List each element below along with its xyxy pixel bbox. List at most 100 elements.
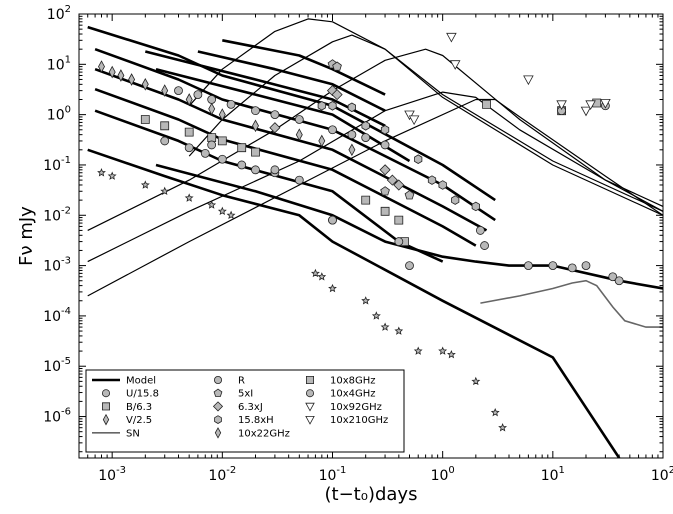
legend-item-14-label: 10x210GHz [330,415,388,426]
legend-item-11-label: 10x8GHz [330,376,376,387]
data-point-s9-2 [270,165,280,175]
y-tick-label-8-exp: 1 [65,54,71,65]
legend: Model U/15.8 B/6.3 V/2.5 SN R 5xI 6.3xJ 15.8xH 10… [85,369,405,453]
data-point-s4-5 [237,160,247,170]
plot-frame [78,13,664,459]
data-point-s6-1 [269,122,281,134]
data-point-s8-12 [361,296,371,305]
y-tick-label-6-exp: -1 [61,155,71,166]
data-point-s12-2 [408,115,420,126]
y-tick-label-4-exp: -3 [61,256,71,267]
y-tick-label-2-exp: -5 [61,356,71,367]
y-tick-label-9: 102 [47,4,71,23]
data-point-s5-3 [347,102,357,113]
data-point-s3-8 [361,195,371,205]
model-curve-thin-2 [188,34,663,216]
data-point-s8-2 [107,171,117,180]
legend-item-6-label: R [238,376,245,387]
x-tick-label-4-exp: 0 [448,465,454,476]
y-tick-label-3-exp: -4 [61,306,71,317]
model-curve-thick-4 [94,87,477,247]
y-tick-label-8: 101 [47,54,71,73]
data-point-s8-9 [310,268,320,278]
x-tick-label-5-exp: 1 [559,465,565,476]
data-point-s5-4 [361,121,370,131]
y-tick-label-1-base: 10 [43,410,61,426]
legend-item-14-swatch [305,415,315,425]
data-point-s12-6 [556,100,567,111]
data-point-s2-3 [207,95,217,104]
legend-item-5-label: SN [126,428,140,439]
legend-item-7-swatch [213,388,223,397]
data-point-s4-1 [160,136,170,146]
data-point-s1-2 [108,65,116,79]
y-tick-label-4: 10-3 [43,256,71,275]
legend-item-2-label: U/15.8 [126,389,159,400]
data-point-s3-3 [184,127,194,137]
x-tick-label-3-exp: -1 [336,465,346,476]
x-tick-label-6-base: 10 [651,468,669,484]
data-point-s5-6 [414,154,423,164]
sn-layer [480,279,663,328]
y-tick-label-1-exp: -6 [61,407,71,418]
legend-item-3-swatch [102,402,110,411]
data-point-s5-2 [328,101,337,111]
x-tick-label-1-base: 10 [98,468,116,484]
x-tick-label-4-base: 10 [431,468,449,484]
data-point-s8-5 [184,193,194,202]
points-layer [97,32,624,432]
data-point-s4-13 [523,261,533,270]
data-point-s9-1 [207,140,217,150]
y-tick-label-5-base: 10 [43,208,61,224]
data-point-s7-4 [404,190,415,200]
data-point-s2-10 [361,133,371,142]
legend-item-12-swatch [305,389,314,398]
x-axis-label: (t−t₀)days [325,484,418,505]
data-point-s8-6 [207,200,217,209]
y-tick-label-6: 10-1 [43,155,71,174]
tick-labels-layer: 10-3 10-2 10-1 100 101 10210-610-510-410-310-… [43,4,673,484]
legend-item-3-label: B/6.3 [126,402,152,413]
y-tick-label-8-base: 10 [47,57,65,73]
data-point-s5-9 [451,195,460,205]
model-curve-thick-1 [87,25,496,202]
data-point-s12-1 [404,110,415,121]
x-tick-label-2: 10-2 [208,465,236,484]
data-point-s12-8 [585,100,596,111]
data-point-s3-4 [207,133,217,143]
data-point-s8-14 [380,322,390,331]
data-point-s8-4 [160,186,170,196]
data-point-s12-4 [449,60,461,70]
x-tick-label-3-base: 10 [319,468,337,484]
data-point-s6-6 [393,179,405,191]
data-point-s1-3 [117,69,125,82]
data-point-s8-16 [413,346,423,355]
data-point-s2-6 [270,110,280,120]
data-point-s5-10 [471,201,481,212]
x-tick-label-1: 10-3 [98,465,126,484]
y-tick-label-2-base: 10 [43,359,61,375]
legend-item-7-label: 5xI [238,389,253,400]
data-point-s1-12 [318,134,326,148]
data-point-s2-7 [294,115,304,124]
data-point-s12-7 [580,106,592,117]
data-point-s8-11 [328,283,337,293]
data-point-s10-1 [482,100,491,109]
data-point-s1-1 [98,60,105,73]
data-point-s8-19 [471,376,481,386]
data-point-s1-6 [161,84,169,97]
y-tick-label-1: 10-6 [43,407,71,426]
legend-item-1-label: Model [126,376,156,387]
data-point-s8-18 [447,349,456,359]
legend-item-4-label: V/2.5 [126,415,152,426]
legend-item-8-label: 6.3xJ [238,402,263,413]
data-point-s8-1 [97,168,106,177]
data-point-s1-7 [185,93,193,106]
y-tick-label-7: 100 [47,105,71,124]
data-point-s4-2 [184,143,194,153]
data-point-s1-13 [348,143,356,157]
y-tick-label-5-exp: -2 [61,205,71,216]
x-tick-label-2-exp: -2 [226,465,236,476]
data-point-s7-3 [380,186,390,196]
